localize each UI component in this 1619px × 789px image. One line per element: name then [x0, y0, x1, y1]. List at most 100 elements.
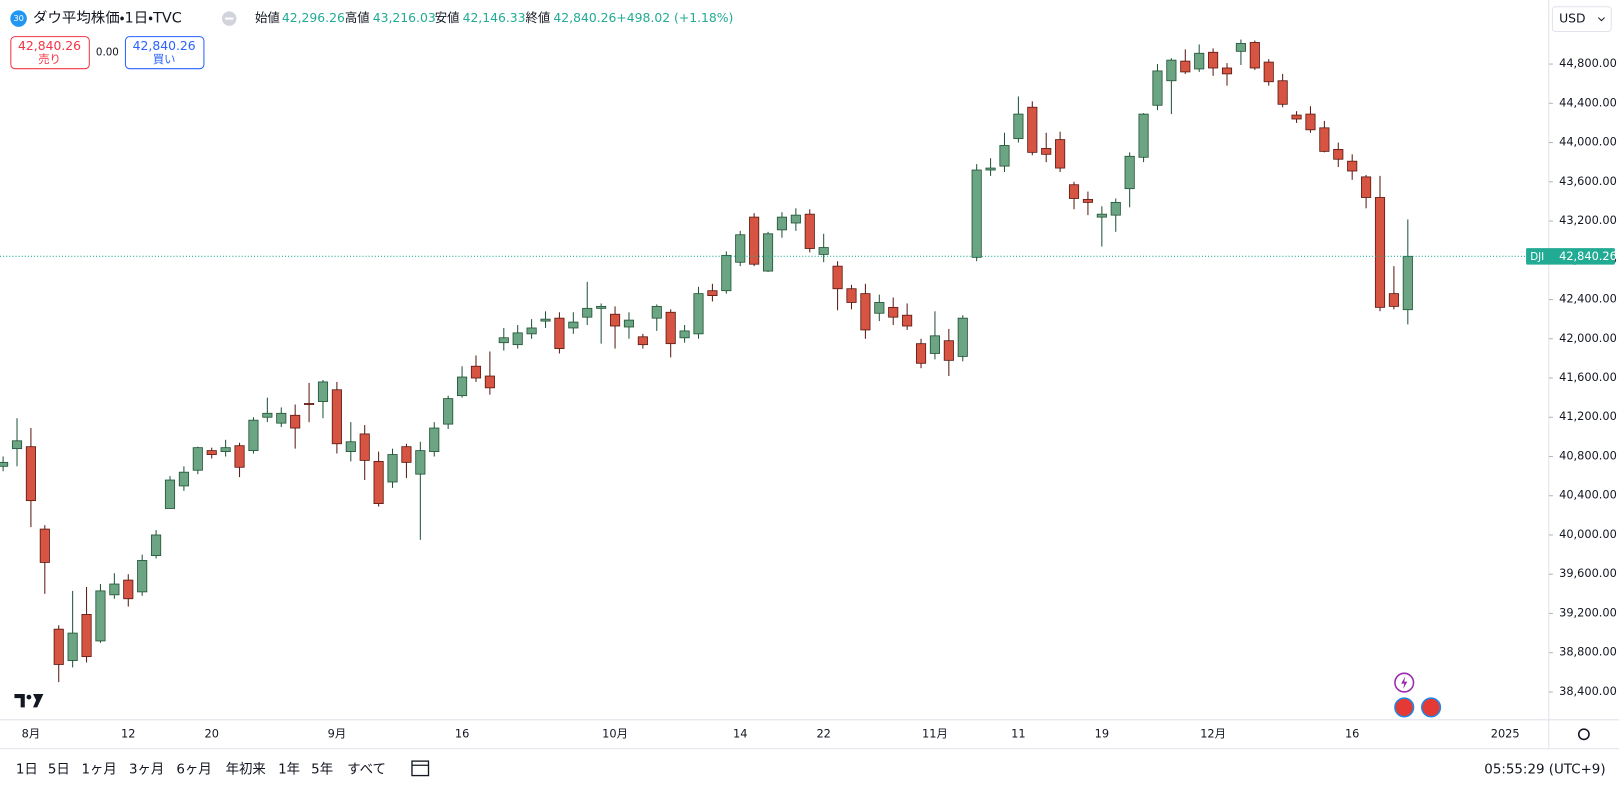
candle-body	[1208, 51, 1219, 69]
candle-body	[790, 214, 801, 224]
symbol-badge	[10, 10, 27, 27]
candle-body	[401, 446, 412, 463]
candle-body	[373, 460, 384, 504]
candle-body	[1277, 80, 1288, 105]
candle-body	[290, 414, 301, 429]
candle-body	[971, 169, 982, 258]
candle-body	[248, 419, 259, 452]
buy-button[interactable]	[124, 36, 205, 70]
candle-body	[429, 427, 440, 452]
candle-body	[262, 412, 273, 418]
y-tick-label: 44,800.00	[1559, 56, 1617, 70]
candle-body	[484, 375, 495, 389]
candle-body	[985, 167, 996, 171]
period-button[interactable]: 1日	[16, 762, 38, 777]
period-button[interactable]: 6ヶ月	[176, 762, 211, 777]
candle-body	[387, 454, 398, 483]
period-button[interactable]: 1ヶ月	[81, 762, 116, 777]
candle-body	[95, 590, 106, 642]
candle-body	[276, 412, 287, 424]
candle-body	[164, 479, 176, 509]
candle-body	[123, 579, 134, 600]
x-tick-label: 11	[1011, 726, 1025, 740]
period-button[interactable]: 年初来	[226, 761, 266, 777]
candle-body	[304, 403, 315, 405]
candle-body	[151, 534, 162, 556]
candle-body	[707, 290, 718, 297]
y-tick-label: 44,400.00	[1559, 95, 1617, 109]
symbol-title[interactable]: ダウ平均株価・1日・TVC	[33, 10, 182, 27]
x-tick-label: 12	[121, 726, 135, 740]
y-tick-label: 43,600.00	[1559, 174, 1617, 188]
y-tick-label: 44,000.00	[1559, 135, 1617, 149]
close-value: 42,840.26	[553, 10, 616, 25]
candle-body	[693, 293, 704, 335]
period-button[interactable]: すべて	[347, 761, 386, 777]
candle-body	[0, 461, 9, 467]
y-tick-label: 41,600.00	[1559, 370, 1617, 384]
flag-icon[interactable]	[1394, 697, 1415, 718]
y-tick-label: 39,200.00	[1559, 605, 1617, 619]
candle-body	[1096, 213, 1107, 218]
candle-body	[1333, 149, 1344, 160]
candle-body	[443, 398, 454, 425]
candles	[0, 39, 1413, 683]
candle-body	[1152, 70, 1163, 106]
y-tick-label: 40,800.00	[1559, 448, 1617, 462]
candle-body	[1347, 160, 1358, 172]
candle-body	[1166, 59, 1177, 82]
y-tick-label: 42,400.00	[1559, 292, 1617, 306]
candle-body	[1013, 113, 1024, 140]
candle-body	[498, 337, 509, 344]
currency-select[interactable]	[1551, 6, 1612, 33]
candle-body	[1291, 114, 1302, 120]
candle-body	[11, 440, 23, 450]
candle-body	[582, 307, 593, 318]
candle-body	[234, 445, 245, 468]
candle-body	[1138, 113, 1149, 158]
low-label: 安値	[435, 10, 460, 25]
candle-body	[109, 583, 120, 596]
y-tick-label: 39,600.00	[1559, 566, 1617, 580]
candle-body	[902, 314, 913, 327]
buy-label: 買い	[153, 52, 176, 66]
x-tick-label: 16	[1345, 726, 1359, 740]
settings-button[interactable]	[1577, 728, 1590, 741]
clock: 05:55:29 (UTC+9)	[1484, 762, 1605, 777]
candle-body	[596, 305, 607, 309]
high-value: 43,216.03	[373, 10, 436, 25]
date-range-button[interactable]	[411, 760, 430, 777]
x-tick-label: 2025	[1491, 726, 1520, 740]
period-bar: 1日 5日 1ヶ月 3ヶ月 6ヶ月 年初来 1年 5年 すべて	[16, 761, 386, 777]
candle-body	[957, 317, 968, 357]
y-tick-label: 41,200.00	[1559, 409, 1617, 423]
sell-button[interactable]	[10, 36, 90, 70]
symbol-badge-text: 30	[13, 13, 23, 23]
candle-body	[1402, 255, 1413, 311]
y-tick-label: 40,000.00	[1559, 527, 1617, 541]
candle-body	[1235, 43, 1246, 52]
period-button[interactable]: 5年	[311, 761, 333, 777]
period-button[interactable]: 3ヶ月	[129, 762, 164, 777]
candle-body	[1361, 176, 1372, 198]
candle-body	[915, 343, 927, 364]
candle-body	[1124, 155, 1135, 190]
candle-body	[457, 376, 468, 397]
last-price-tag	[1526, 248, 1615, 265]
period-button[interactable]: 5日	[48, 762, 70, 777]
candle-body	[804, 213, 815, 249]
flag-icon[interactable]	[1421, 697, 1442, 718]
sell-label: 売り	[38, 52, 61, 66]
event-bolt	[1401, 676, 1408, 689]
x-tick-label: 8月	[22, 726, 41, 740]
candle-body	[623, 319, 635, 328]
candle-body	[1194, 52, 1205, 70]
open-value: 42,296.26	[282, 10, 345, 25]
x-tick-label: 10月	[602, 726, 628, 740]
y-tick-label: 38,400.00	[1559, 684, 1617, 698]
candle-body	[665, 311, 676, 345]
period-button[interactable]: 1年	[278, 761, 300, 777]
close-label: 終値	[526, 10, 551, 25]
candle-body	[1180, 60, 1191, 73]
candle-body	[540, 318, 551, 322]
